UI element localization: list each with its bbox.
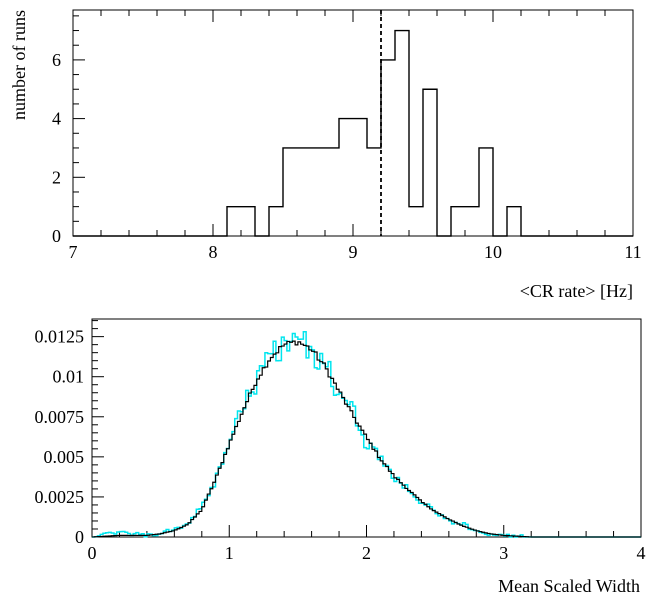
top-ticks [72, 10, 634, 237]
bottom-x-tick-label: 4 [637, 543, 646, 563]
bottom-y-tick-label: 0.01 [53, 367, 85, 387]
top-y-tick-label: 4 [52, 109, 61, 129]
top-y-tick-label: 0 [52, 226, 61, 246]
bottom-y-tick-label: 0 [75, 527, 84, 547]
top-histogram-line [73, 29, 633, 237]
black-histogram-line [92, 340, 641, 538]
top-histogram: 7 8 9 10 11 0 2 4 6 number of runs <CR rate> [Hz… [9, 9, 642, 301]
top-x-axis-label: <CR rate> [Hz] [520, 281, 633, 301]
bottom-y-tick-label: 0.0125 [35, 327, 85, 347]
bottom-plot-frame [91, 318, 642, 538]
bottom-tick-labels: 0 1 2 3 4 0 0.0025 0.005 0.0075 0.01 0.0125 [35, 327, 646, 563]
bottom-x-tick-label: 0 [88, 543, 97, 563]
top-tick-labels: 7 8 9 10 11 0 2 4 6 [52, 50, 642, 262]
top-plot-frame [72, 9, 634, 237]
top-x-tick-label: 9 [349, 242, 358, 262]
top-x-tick-label: 8 [209, 242, 218, 262]
top-x-tick-label: 7 [69, 242, 78, 262]
top-y-axis-label: number of runs [9, 10, 29, 120]
bottom-series [92, 330, 641, 538]
bottom-y-tick-label: 0.0075 [35, 407, 85, 427]
bottom-x-axis-label: Mean Scaled Width [498, 576, 640, 596]
top-y-tick-label: 2 [52, 167, 61, 187]
bottom-y-tick-label: 0.005 [44, 447, 85, 467]
top-y-tick-label: 6 [52, 50, 61, 70]
bottom-y-tick-label: 0.0025 [35, 487, 85, 507]
bottom-x-tick-label: 2 [362, 543, 371, 563]
bottom-x-tick-label: 1 [225, 543, 234, 563]
bottom-ticks [91, 320, 642, 538]
top-x-tick-label: 10 [484, 242, 502, 262]
bottom-histogram: 0 1 2 3 4 0 0.0025 0.005 0.0075 0.01 0.0125 Mean S… [35, 318, 646, 596]
bottom-x-tick-label: 3 [499, 543, 508, 563]
top-x-tick-label: 11 [624, 242, 641, 262]
